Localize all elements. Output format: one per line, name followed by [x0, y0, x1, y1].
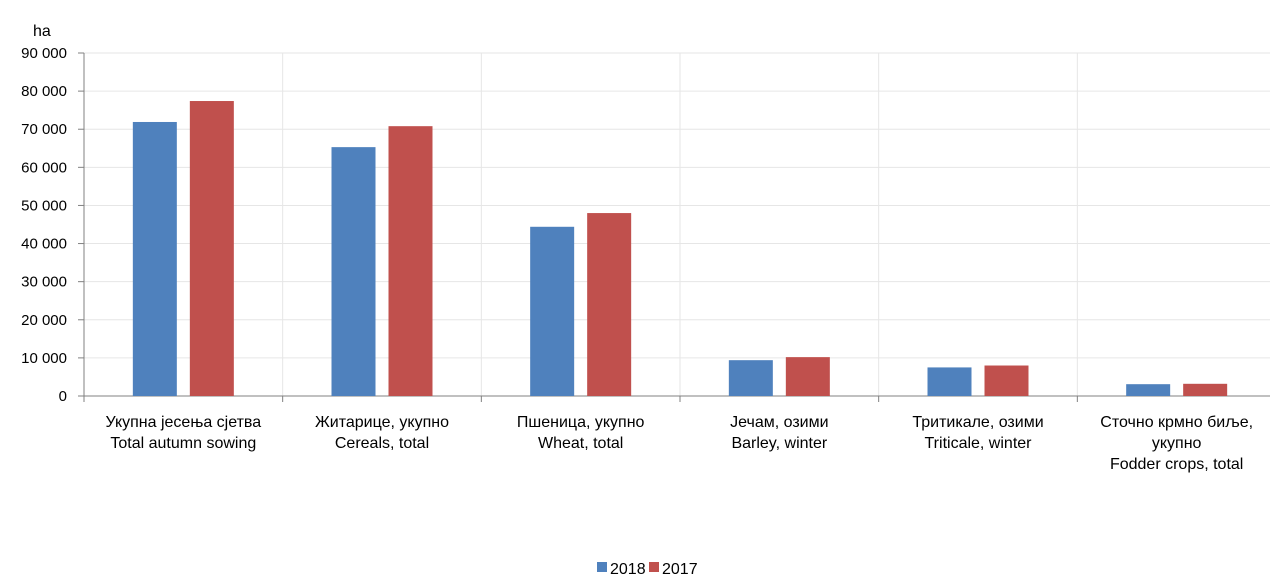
x-category-label: Triticale, winter [925, 435, 1033, 452]
bar-2018 [331, 147, 376, 396]
bar-2017 [189, 101, 234, 397]
labels: 0 10 000 20 000 30 000 40 000 50 000 60 000 70 … [21, 23, 1253, 473]
bar-2017 [785, 357, 830, 396]
x-category-label: Јечам, озими [730, 414, 828, 431]
x-category-label: Тритикале, озими [912, 414, 1043, 431]
y-tick-label: 90 000 [21, 45, 67, 62]
bar-2017 [587, 213, 632, 396]
legend-swatch-2017 [649, 562, 659, 572]
x-category-label: Cereals, total [335, 435, 429, 452]
y-tick-label: 70 000 [21, 121, 67, 138]
y-tick-label: 0 [59, 388, 67, 405]
x-category-label: Total autumn sowing [110, 435, 256, 452]
x-category-label: Укупна јесења сјетва [106, 414, 262, 431]
x-category-label: Житарице, укупно [315, 414, 449, 431]
bar-2018 [1126, 384, 1171, 396]
y-axis-unit-label: ha [33, 23, 51, 40]
y-tick-label: 50 000 [21, 197, 67, 214]
x-category-label: Barley, winter [731, 435, 827, 452]
bars [132, 101, 1228, 397]
x-category-label: Wheat, total [538, 435, 623, 452]
x-category-label: укупно [1152, 435, 1202, 452]
bar-2018 [728, 360, 773, 396]
grid [84, 52, 1270, 396]
y-tick-label: 60 000 [21, 159, 67, 176]
y-tick-label: 40 000 [21, 236, 67, 253]
bar-2017 [388, 126, 433, 396]
y-tick-label: 80 000 [21, 83, 67, 100]
legend-label-2018: 2018 [610, 561, 646, 578]
legend-label-2017: 2017 [662, 561, 698, 578]
bar-2017 [984, 365, 1029, 396]
legend-swatch-2018 [597, 562, 607, 572]
x-category-label: Сточно крмно биље, [1100, 414, 1253, 431]
legend: 2018 2017 [597, 561, 698, 578]
bar-2018 [927, 367, 972, 396]
bar-2018 [132, 121, 177, 396]
x-category-label: Fodder crops, total [1110, 456, 1243, 473]
x-category-label: Пшеница, укупно [517, 414, 645, 431]
y-tick-label: 10 000 [21, 350, 67, 367]
y-tick-label: 20 000 [21, 312, 67, 329]
y-tick-label: 30 000 [21, 274, 67, 291]
bar-2018 [530, 226, 575, 396]
axes [78, 52, 1270, 402]
bar-2017 [1183, 383, 1228, 396]
